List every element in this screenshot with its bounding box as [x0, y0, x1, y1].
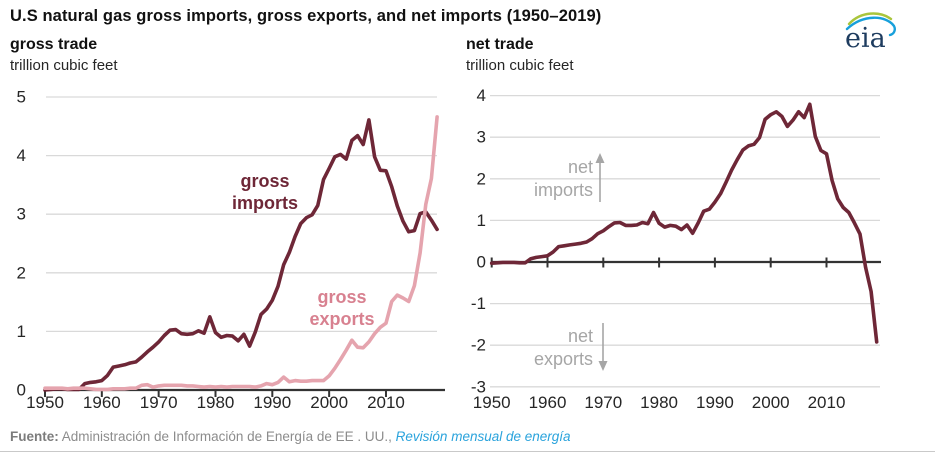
x-tick-label: 1990	[696, 393, 734, 412]
y-tick-label: -1	[471, 294, 486, 313]
down-arrow-head-icon	[598, 361, 608, 371]
y-tick-label: 5	[17, 88, 26, 107]
y-tick-label: 3	[17, 205, 26, 224]
y-tick-label: 2	[477, 169, 486, 188]
x-tick-label: 1960	[83, 393, 121, 412]
net-trade-annotation-label: net	[568, 157, 593, 177]
y-tick-label: 1	[477, 211, 486, 230]
gross-trade-unit: trillion cubic feet	[10, 57, 118, 74]
gross-trade-subtitle: gross trade	[10, 36, 98, 53]
x-tick-label: 2010	[808, 393, 846, 412]
y-tick-label: -2	[471, 336, 486, 355]
y-tick-label: -3	[471, 377, 486, 396]
net-trade-annotation-label: imports	[534, 180, 593, 200]
gross-exports-line	[43, 115, 439, 392]
footer: Fuente: Administración de Información de…	[0, 426, 935, 452]
x-tick-label: 2000	[752, 393, 790, 412]
x-tick-label: 1950	[473, 393, 511, 412]
x-tick-label: 1990	[253, 393, 291, 412]
x-tick-label: 1980	[640, 393, 678, 412]
x-tick-label: 2010	[367, 393, 405, 412]
y-tick-label: 4	[17, 146, 26, 165]
y-tick-label: 3	[477, 128, 486, 147]
net-imports-line	[489, 102, 879, 344]
net-trade-subtitle: net trade	[466, 36, 534, 53]
source-text: Administración de Información de Energía…	[58, 429, 396, 444]
x-tick-label: 1970	[140, 393, 178, 412]
eia-logo-blue-arc	[845, 16, 896, 37]
y-tick-label: 0	[477, 253, 486, 272]
x-tick-label: 1960	[529, 393, 567, 412]
gross-trade-annotation-label: gross	[240, 171, 289, 191]
eia-logo: eia	[845, 12, 896, 52]
gross-trade-annotation-label: exports	[309, 309, 374, 329]
up-arrow-head-icon	[595, 153, 605, 163]
eia-logo-green-arc	[847, 12, 893, 26]
y-tick-label: 0	[17, 381, 26, 400]
x-tick-label: 1980	[197, 393, 235, 412]
source-link[interactable]: Revisión mensual de energía	[395, 429, 571, 444]
x-tick-label: 1970	[584, 393, 622, 412]
page-title: U.S natural gas gross imports, gross exp…	[10, 7, 602, 25]
gross-trade-annotation-label: gross	[317, 287, 366, 307]
gross-imports-line	[43, 118, 439, 392]
y-tick-label: 4	[477, 86, 486, 105]
net-trade-annotation-label: exports	[534, 349, 593, 369]
source-label: Fuente:	[10, 429, 59, 444]
gross-trade-annotation-label: imports	[232, 193, 298, 213]
x-tick-label: 1950	[26, 393, 64, 412]
y-tick-label: 1	[17, 322, 26, 341]
eia-logo-text: eia	[845, 23, 886, 52]
net-trade-unit: trillion cubic feet	[466, 57, 574, 74]
y-tick-label: 2	[17, 263, 26, 282]
x-tick-label: 2000	[310, 393, 348, 412]
net-trade-annotation-label: net	[568, 326, 593, 346]
